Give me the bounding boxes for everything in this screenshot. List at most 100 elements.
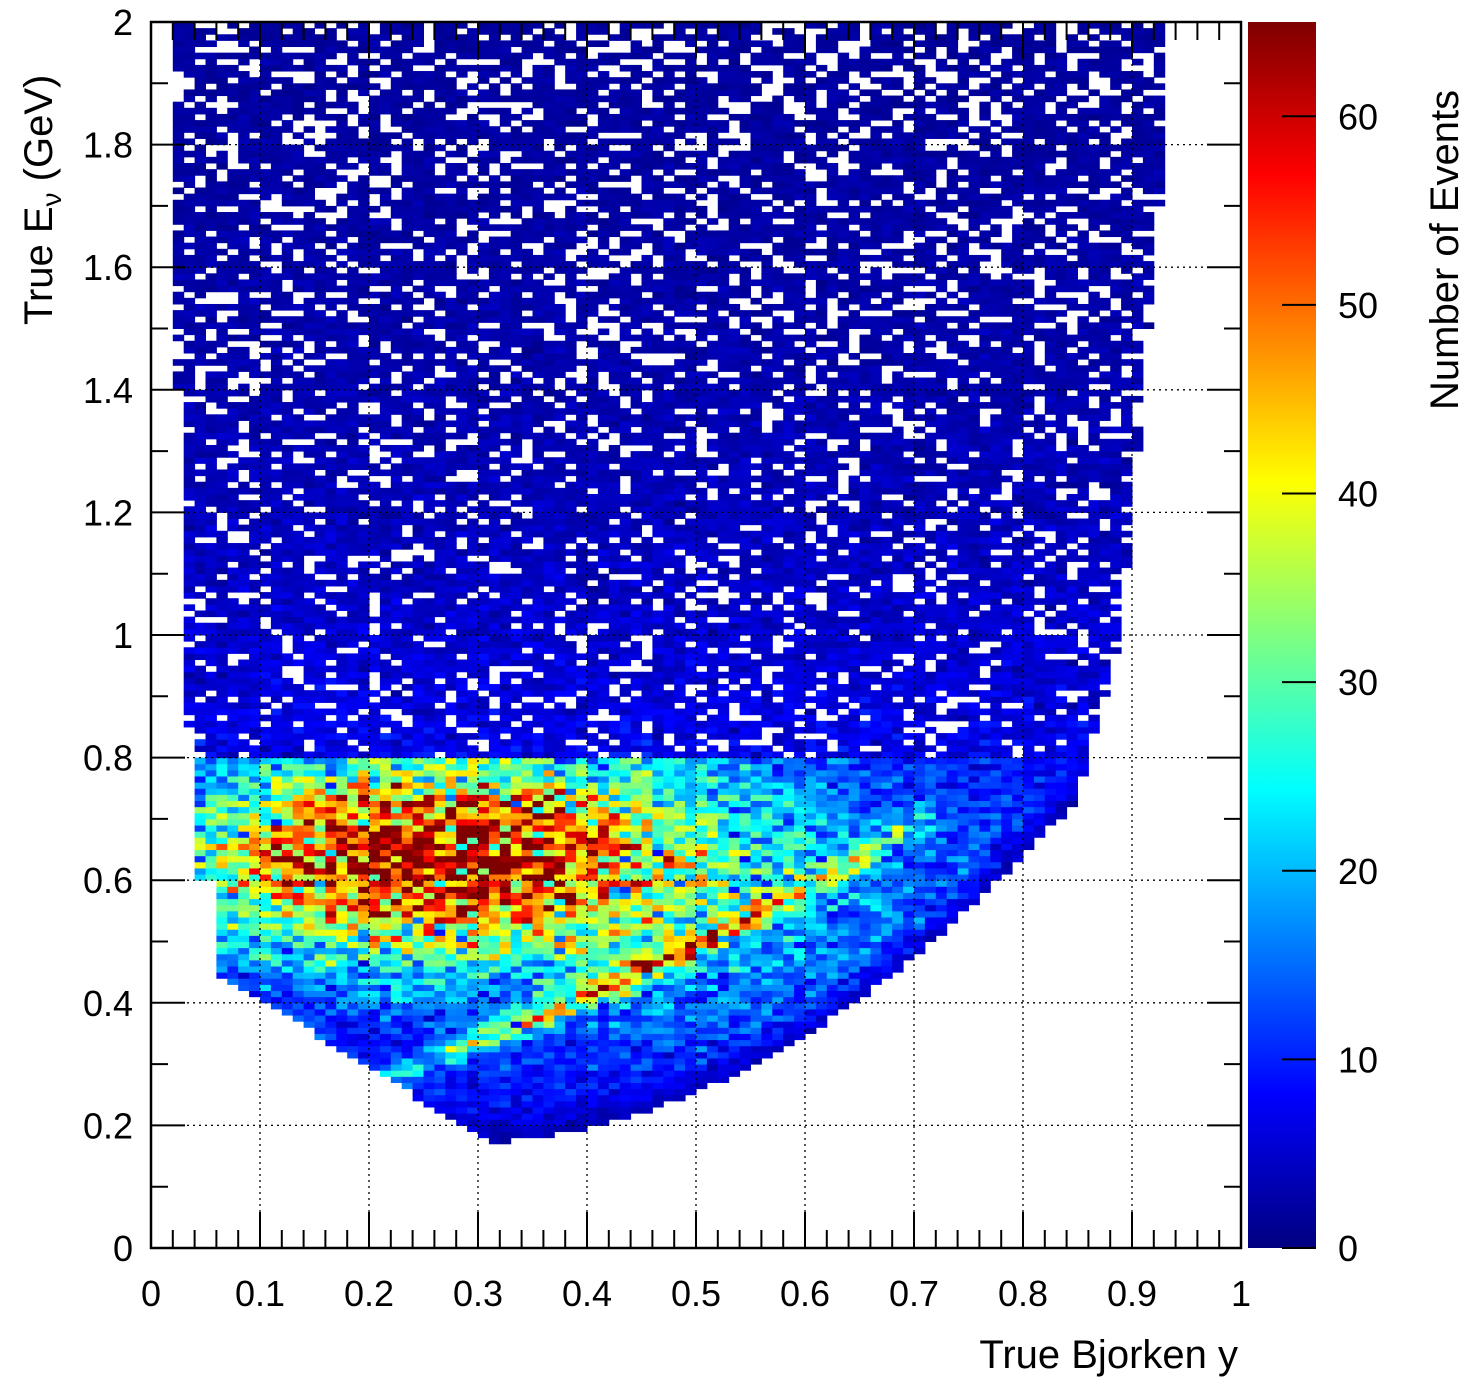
heatmap-cell — [532, 230, 544, 238]
heatmap-cell — [434, 794, 446, 802]
heatmap-cell — [314, 592, 326, 599]
heatmap-cell — [488, 144, 501, 152]
heatmap-cell — [401, 156, 414, 164]
heatmap-cell — [227, 898, 239, 906]
heatmap-cell — [478, 162, 490, 170]
heatmap-cell — [194, 52, 206, 60]
heatmap-cell — [434, 892, 446, 900]
heatmap-cell — [281, 77, 294, 84]
heatmap-cell — [227, 193, 239, 201]
heatmap-cell — [510, 641, 523, 648]
heatmap-cell — [532, 739, 544, 746]
heatmap-cell — [183, 316, 196, 323]
heatmap-cell — [499, 162, 512, 170]
heatmap-cell — [521, 303, 533, 311]
heatmap-cell — [292, 726, 305, 734]
heatmap-cell — [390, 996, 403, 1004]
heatmap-cell — [238, 978, 250, 985]
heatmap-cell — [314, 144, 326, 152]
heatmap-cell — [249, 101, 261, 109]
heatmap-cell — [281, 929, 294, 936]
heatmap-cell — [467, 745, 479, 752]
heatmap-cell — [205, 763, 217, 771]
heatmap-cell — [249, 107, 261, 115]
heatmap-cell — [260, 267, 272, 274]
heatmap-cell — [358, 941, 370, 949]
heatmap-cell — [292, 132, 305, 139]
heatmap-cell — [510, 579, 523, 587]
heatmap-cell — [456, 52, 468, 60]
heatmap-cell — [336, 310, 348, 317]
heatmap-cell — [227, 316, 239, 323]
heatmap-cell — [521, 733, 533, 740]
heatmap-cell — [532, 451, 544, 458]
heatmap-cell — [467, 530, 479, 538]
heatmap-cell — [499, 303, 512, 311]
heatmap-cell — [260, 138, 272, 146]
heatmap-cell — [478, 530, 490, 538]
heatmap-cell — [347, 303, 359, 311]
heatmap-cell — [445, 77, 457, 84]
heatmap-cell — [445, 469, 457, 477]
heatmap-cell — [401, 1057, 414, 1065]
heatmap-cell — [270, 113, 283, 121]
heatmap-cell — [172, 22, 185, 29]
heatmap-cell — [216, 261, 228, 268]
heatmap-cell — [325, 316, 337, 323]
heatmap-cell — [216, 340, 228, 348]
heatmap-cell — [172, 242, 185, 250]
heatmap-cell — [238, 34, 250, 41]
heatmap-cell — [390, 812, 403, 820]
heatmap-cell — [434, 1094, 446, 1102]
heatmap-cell — [358, 720, 370, 728]
heatmap-cell — [347, 794, 359, 802]
heatmap-cell — [325, 1033, 337, 1041]
heatmap-cell — [249, 959, 261, 967]
heatmap-cell — [445, 990, 457, 998]
heatmap-cell — [390, 941, 403, 949]
heatmap-cell — [478, 1076, 490, 1083]
heatmap-cell — [303, 383, 315, 391]
heatmap-cell — [194, 837, 206, 844]
heatmap-cell — [249, 867, 261, 875]
heatmap-cell — [499, 1082, 512, 1090]
heatmap-cell — [412, 487, 424, 495]
heatmap-cell — [456, 953, 468, 961]
heatmap-cell — [325, 46, 337, 54]
heatmap-cell — [325, 175, 337, 182]
heatmap-cell — [445, 904, 457, 912]
heatmap-cell — [270, 726, 283, 734]
heatmap-cell — [467, 996, 479, 1004]
heatmap-cell — [183, 273, 196, 280]
heatmap-cell — [532, 837, 544, 844]
heatmap-cell — [270, 395, 283, 403]
heatmap-cell — [434, 46, 446, 54]
heatmap-cell — [347, 334, 359, 342]
heatmap-cell — [423, 383, 435, 391]
heatmap-cell — [172, 261, 185, 268]
heatmap-cell — [467, 543, 479, 550]
heatmap-cell — [194, 818, 206, 826]
heatmap-cell — [499, 898, 512, 906]
heatmap-cell — [336, 432, 348, 440]
heatmap-cell — [543, 677, 555, 685]
heatmap-cell — [292, 806, 305, 814]
heatmap-cell — [336, 769, 348, 777]
heatmap-cell — [260, 494, 272, 501]
heatmap-cell — [238, 236, 250, 244]
heatmap-cell — [510, 916, 523, 924]
heatmap-cell — [488, 242, 501, 250]
heatmap-cell — [488, 310, 501, 317]
heatmap-cell — [445, 58, 457, 66]
heatmap-cell — [281, 604, 294, 611]
heatmap-cell — [314, 291, 326, 299]
heatmap-cell — [238, 144, 250, 152]
heatmap-cell — [401, 831, 414, 838]
heatmap-cell — [336, 494, 348, 501]
heatmap-cell — [488, 512, 501, 520]
heatmap-cell — [510, 518, 523, 526]
heatmap-cell — [456, 463, 468, 470]
heatmap-cell — [336, 273, 348, 280]
heatmap-cell — [521, 500, 533, 507]
heatmap-cell — [325, 285, 337, 293]
